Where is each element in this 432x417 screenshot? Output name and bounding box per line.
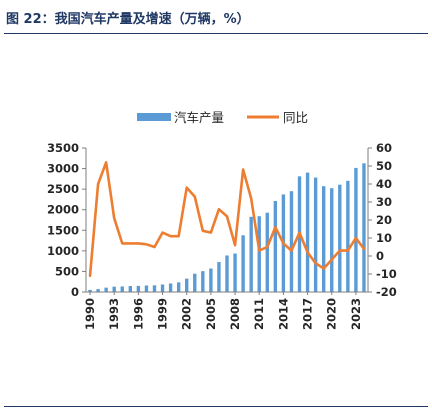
left-tick-label: 1500 [47,223,79,237]
legend-label-production: 汽车产量 [174,110,224,125]
x-tick-label: 2014 [276,298,290,330]
production-bar [362,163,366,292]
right-tick-label: 40 [376,177,392,191]
production-bar [273,200,278,292]
left-tick-label: 3500 [47,141,79,155]
right-tick-label: 10 [376,231,392,245]
production-bar [241,235,245,292]
production-bar [338,184,342,292]
legend-swatch-production [137,113,171,121]
left-tick-label: 3000 [47,162,79,176]
production-bar [201,271,205,292]
x-tick-label: 1990 [83,298,97,330]
x-tick-label: 2005 [204,298,218,330]
production-bar [305,172,310,292]
right-tick-label: 60 [376,141,392,155]
legend: 汽车产量 同比 [137,110,308,125]
x-tick-label: 2002 [180,298,194,330]
production-bar [128,286,132,292]
production-bar [257,216,261,292]
growth-line [88,161,366,278]
production-bar [185,278,189,292]
production-bar [209,268,213,292]
x-tick-label: 2017 [301,298,315,330]
left-y-axis: 0 500 1000 1500 2000 2500 3000 3500 [47,141,87,299]
left-tick-label: 500 [55,264,79,278]
production-bar [217,262,221,292]
production-bar [289,191,294,292]
x-tick-label: 2008 [228,298,242,330]
figure-title: 图 22：我国汽车产量及增速（万辆，%） [6,12,250,27]
production-bar [233,253,237,292]
production-bar [176,282,181,292]
right-tick-label: 0 [376,249,384,263]
production-bar [313,177,318,292]
right-tick-label: -10 [376,267,397,281]
bottom-divider [4,406,428,407]
left-tick-label: 2500 [47,182,79,196]
x-tick-label: 2023 [349,298,363,330]
production-bar [168,283,173,292]
production-bar [265,212,269,292]
x-tick-label: 1996 [131,298,145,330]
production-bar [136,285,141,292]
production-bar [88,289,92,292]
x-tick-label: 1993 [107,298,121,330]
left-tick-label: 0 [71,285,79,299]
production-bar [160,284,165,292]
x-axis: 1990 1993 1996 1999 2002 2005 2008 2011 2014 2017… [83,291,368,330]
x-tick-label: 1999 [156,298,170,330]
production-bar [321,186,326,292]
x-tick-label: 2011 [252,298,266,330]
production-bar [354,167,358,292]
production-bar [120,286,124,292]
x-tick-label: 2020 [325,298,339,330]
production-bar [249,216,253,292]
right-y-axis: -20 -10 0 10 20 30 40 50 60 [367,141,397,299]
right-tick-label: 50 [376,159,392,173]
production-bar [144,285,149,292]
production-bar [112,286,116,292]
production-bar [152,285,157,292]
left-tick-label: 2000 [47,203,79,217]
title-divider [4,33,428,34]
production-bar [225,255,229,292]
left-tick-label: 1000 [47,244,79,258]
legend-label-growth: 同比 [283,110,308,125]
growth-line-path [88,161,366,278]
production-bar [96,289,100,292]
right-tick-label: -20 [376,285,397,299]
production-bar [330,188,334,292]
production-bar [193,273,197,292]
production-bar [104,287,108,292]
right-tick-label: 20 [376,213,392,227]
production-bar [346,180,350,292]
production-bars [88,163,366,292]
right-tick-label: 30 [376,195,392,209]
